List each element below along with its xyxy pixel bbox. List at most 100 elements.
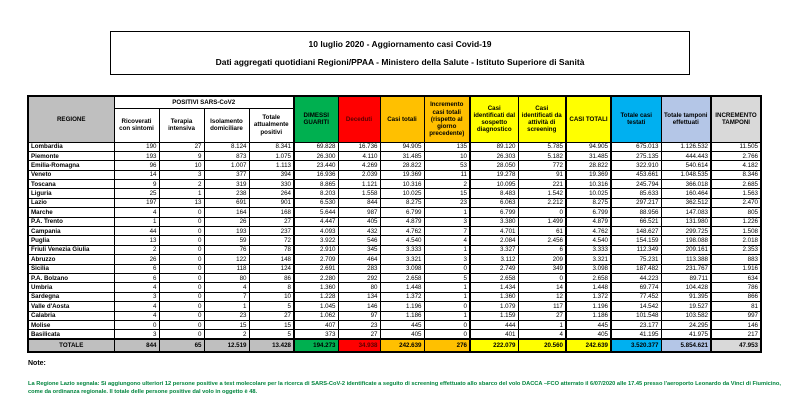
- table-row: Campania 44 0 193 237 4.093 432 4.762 7 4.701 61 4.…: [27, 225, 762, 237]
- value-cell: 9: [158, 150, 205, 162]
- value-cell: 1.563: [710, 188, 762, 199]
- value-cell: 13: [113, 235, 160, 246]
- value-cell: 80: [203, 272, 250, 284]
- value-cell: 245.794: [610, 179, 662, 190]
- value-cell: 24.295: [660, 319, 712, 331]
- value-cell: 146: [710, 319, 762, 331]
- value-cell: 0: [517, 207, 567, 218]
- col-header-dimessi-guariti: DIMESSI GUARITI: [293, 95, 339, 143]
- value-cell: 14: [517, 282, 567, 293]
- value-cell: 5: [423, 272, 471, 284]
- value-cell: 104.428: [660, 282, 712, 293]
- value-cell: 28.822: [379, 160, 425, 171]
- value-cell: 124: [248, 263, 295, 274]
- value-cell: 23.177: [610, 319, 662, 331]
- value-cell: 0: [423, 329, 471, 340]
- region-name: Friuli Venezia Giulia: [27, 244, 115, 256]
- value-cell: 4.762: [379, 225, 425, 237]
- value-cell: 2.212: [517, 197, 567, 209]
- value-cell: 1.045: [293, 301, 339, 312]
- table-row: Abruzzo 26 0 122 148 2.709 464 3.321 3 3.112 209 3.…: [27, 254, 762, 265]
- value-cell: 11: [423, 169, 471, 181]
- total-value-cell: 34.938: [337, 338, 381, 353]
- region-name: Basilicata: [27, 329, 115, 340]
- region-name: Lazio: [27, 197, 115, 209]
- col-header-isolamento: Isolamento domiciliare: [203, 107, 250, 143]
- value-cell: 0: [158, 319, 205, 331]
- value-cell: 1.226: [710, 216, 762, 228]
- value-cell: 10.316: [565, 179, 612, 190]
- total-value-cell: 222.079: [469, 338, 519, 353]
- value-cell: 154.159: [610, 235, 662, 246]
- value-cell: 275.135: [610, 150, 662, 162]
- value-cell: 86: [248, 272, 295, 284]
- value-cell: 28.822: [565, 160, 612, 171]
- value-cell: 7: [423, 225, 471, 237]
- value-cell: 6.799: [469, 207, 519, 218]
- col-header-regione: REGIONE: [27, 95, 115, 143]
- value-cell: 2.280: [293, 272, 339, 284]
- value-cell: 187.482: [610, 263, 662, 274]
- value-cell: 1.558: [337, 188, 381, 199]
- value-cell: 2.658: [379, 272, 425, 284]
- table-row: Molise 0 0 15 15 407 23 445 0 444 1 445 23.177 24.295…: [27, 319, 762, 331]
- value-cell: 190: [113, 141, 160, 152]
- total-value-cell: 242.639: [379, 338, 425, 353]
- value-cell: 1: [203, 301, 250, 312]
- value-cell: 146: [337, 301, 381, 312]
- value-cell: 44: [113, 225, 160, 237]
- value-cell: 405: [379, 329, 425, 340]
- value-cell: 2.084: [469, 235, 519, 246]
- value-cell: 8.483: [469, 188, 519, 199]
- value-cell: 3.922: [293, 235, 339, 246]
- total-value-cell: 844: [113, 338, 160, 353]
- value-cell: 1.360: [469, 291, 519, 303]
- value-cell: 0: [423, 319, 471, 331]
- col-group-positivi: POSITIVI SARS-CoV2: [113, 95, 295, 109]
- value-cell: 4: [203, 282, 250, 293]
- value-cell: 0: [158, 263, 205, 274]
- value-cell: 2.039: [337, 169, 381, 181]
- value-cell: 6: [517, 244, 567, 256]
- value-cell: 97: [337, 310, 381, 321]
- value-cell: 1.360: [293, 282, 339, 293]
- value-cell: 405: [337, 216, 381, 228]
- value-cell: 6: [113, 263, 160, 274]
- value-cell: 9: [113, 179, 160, 190]
- value-cell: 1.448: [379, 282, 425, 293]
- value-cell: 1: [423, 207, 471, 218]
- value-cell: 3: [113, 291, 160, 303]
- value-cell: 76: [203, 244, 250, 256]
- value-cell: 89.120: [469, 141, 519, 152]
- value-cell: 844: [337, 197, 381, 209]
- value-cell: 1: [423, 291, 471, 303]
- value-cell: 2.658: [565, 272, 612, 284]
- value-cell: 7: [203, 291, 250, 303]
- region-name: P.A. Bolzano: [27, 272, 115, 284]
- value-cell: 2.018: [710, 235, 762, 246]
- region-name: Veneto: [27, 169, 115, 181]
- value-cell: 1.499: [517, 216, 567, 228]
- value-cell: 2.910: [293, 244, 339, 256]
- value-cell: 16.936: [293, 169, 339, 181]
- total-value-cell: 3.520.377: [610, 338, 662, 353]
- table-row: Emilia-Romagna 96 10 1.007 1.113 23.440 4.269 2…: [27, 160, 762, 171]
- col-header-casi-totali: Casi totali: [379, 95, 425, 143]
- value-cell: 1.196: [379, 301, 425, 312]
- value-cell: 362.512: [660, 197, 712, 209]
- value-cell: 3.098: [379, 263, 425, 274]
- value-cell: 26: [113, 254, 160, 265]
- value-cell: 297.217: [610, 197, 662, 209]
- value-cell: 44.223: [610, 272, 662, 284]
- value-cell: 2.658: [469, 272, 519, 284]
- value-cell: 3.327: [469, 244, 519, 256]
- value-cell: 14: [113, 169, 160, 181]
- value-cell: 3.321: [565, 254, 612, 265]
- value-cell: 1.186: [379, 310, 425, 321]
- value-cell: 8.275: [379, 197, 425, 209]
- value-cell: 59: [203, 235, 250, 246]
- value-cell: 15: [423, 188, 471, 199]
- total-value-cell: 276: [423, 338, 471, 353]
- value-cell: 634: [710, 272, 762, 284]
- value-cell: 0: [158, 310, 205, 321]
